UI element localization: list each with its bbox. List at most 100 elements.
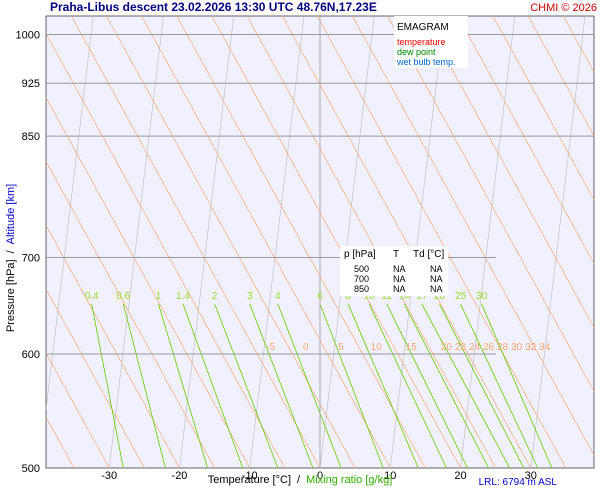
mixing-ratio-line: [319, 303, 384, 469]
legend-item-wet-bulb: wet bulb temp.: [396, 57, 456, 67]
table-cell: NA: [430, 284, 443, 294]
isotherm-line: [319, 15, 375, 469]
y-axis-title: Pressure [hPa] / Altitude [km]: [5, 184, 17, 332]
mixing-ratio-grid: [91, 303, 553, 469]
isotherm-label: -5: [266, 342, 275, 353]
mixing-ratio-label: 6: [317, 291, 323, 302]
mixing-ratio-labels: 0.4 0.6 1 1.4 2 3 4 6 8 10 12 14 17 20 25 30: [85, 291, 488, 302]
legend-item-temperature: temperature: [397, 37, 446, 47]
mixing-ratio-line: [481, 303, 553, 469]
isotherm-label: 20: [441, 342, 453, 353]
y-tick-label: 600: [22, 349, 40, 361]
dry-adiabat-line: [457, 15, 595, 264]
y-tick-labels: 500 600 700 850 925 1000: [16, 29, 40, 475]
isotherm-label: 32: [525, 342, 537, 353]
mixing-ratio-line: [386, 303, 468, 469]
mixing-ratio-label: 25: [455, 291, 467, 302]
isotherm-label: 34: [539, 342, 551, 353]
table-header-dewpoint: Td [°C]: [413, 249, 444, 260]
mixing-ratio-label: 1.4: [176, 291, 190, 302]
dry-adiabat-line: [211, 15, 461, 469]
dry-adiabat-line: [527, 15, 595, 137]
isotherm-label: 28: [497, 342, 509, 353]
copyright-label: CHMI © 2026: [530, 2, 597, 14]
mixing-ratio-line: [460, 303, 539, 469]
isotherm-line: [530, 15, 586, 469]
isotherm-line: [249, 15, 305, 469]
y-tick-label: 1000: [16, 29, 40, 41]
dry-adiabat-line: [141, 15, 391, 469]
dry-adiabat-line: [492, 15, 595, 200]
dry-adiabat-line: [45, 416, 75, 469]
table-cell: NA: [393, 274, 406, 284]
dry-adiabat-line: [45, 97, 251, 469]
legend-item-dew-point: dew point: [397, 47, 436, 57]
y-tick-label: 925: [22, 78, 40, 90]
dry-adiabat-line: [45, 33, 286, 469]
table-cell: NA: [393, 264, 406, 274]
mixing-ratio-label: 30: [476, 291, 488, 302]
mixing-ratio-label: 0.4: [85, 291, 99, 302]
mixing-ratio-label: 12: [381, 291, 393, 302]
table-cell: 700: [354, 274, 369, 284]
mixing-ratio-label: 4: [275, 291, 281, 302]
dry-adiabat-line: [45, 225, 180, 469]
legend: EMAGRAM temperature dew point wet bulb t…: [394, 16, 468, 68]
mixing-ratio-label: 8: [345, 291, 351, 302]
isotherm-label: 10: [371, 342, 383, 353]
dry-adiabat-line: [71, 15, 321, 469]
x-tick-label: 10: [384, 470, 396, 482]
mixing-ratio-line: [249, 303, 314, 469]
isotherm-label: 0: [303, 342, 309, 353]
dry-adiabat-line: [246, 15, 496, 469]
dry-adiabat-line: [562, 15, 595, 73]
isotherm-label: 5: [338, 342, 344, 353]
table-header-pressure: p [hPa]: [344, 249, 376, 260]
mixing-ratio-label: 20: [434, 291, 446, 302]
mixing-ratio-line: [439, 303, 525, 469]
mixing-ratio-line: [277, 303, 342, 469]
mixing-ratio-line: [122, 303, 166, 469]
legend-box: [394, 16, 468, 68]
mixing-ratio-label: 0.6: [116, 291, 130, 302]
dry-adiabat-line: [316, 15, 567, 469]
table-cell: NA: [430, 274, 443, 284]
mixing-ratio-line: [91, 303, 124, 469]
value-table-box: [340, 246, 448, 296]
mixing-ratio-line: [347, 303, 419, 469]
x-tick-label: -30: [101, 470, 117, 482]
isotherm-label: 24: [469, 342, 481, 353]
isotherm-label: 22: [455, 342, 467, 353]
isotherm-line: [389, 15, 445, 469]
isotherm-line: [45, 15, 94, 410]
mixing-ratio-line: [403, 303, 489, 469]
x-tick-label: 0: [317, 470, 323, 482]
mixing-ratio-line: [421, 303, 511, 469]
mixing-ratio-label: 14: [399, 291, 411, 302]
dry-adiabat-line: [352, 15, 595, 456]
x-axis-label: Temperature [°C]: [208, 474, 291, 486]
isotherm-line: [179, 15, 235, 469]
mixing-ratio-label: 1: [156, 291, 162, 302]
mixing-ratio-label: 17: [416, 291, 428, 302]
mixing-ratio-label: 3: [247, 291, 253, 302]
x-tick-label: 20: [454, 470, 466, 482]
dry-adiabat-line: [281, 15, 532, 469]
isotherm-line: [108, 15, 164, 469]
x-axis-label-mixing: Mixing ratio [g/kg]: [306, 474, 392, 486]
y-axis-label-altitude: Altitude [km]: [5, 184, 17, 245]
legend-title: EMAGRAM: [397, 22, 449, 33]
mixing-ratio-line: [214, 303, 279, 469]
x-tick-label: -20: [172, 470, 188, 482]
mixing-ratio-line: [182, 303, 244, 469]
dry-adiabat-line: [45, 352, 110, 469]
isotherm-labels: -5 0 5 10 15 20 22 24 26 28 30 32 34: [266, 342, 550, 353]
mixing-ratio-label: 10: [364, 291, 376, 302]
dry-adiabat-line: [387, 15, 595, 392]
x-axis-title: Temperature [°C] / Mixing ratio [g/kg]: [208, 474, 393, 486]
y-axis-separator: /: [5, 249, 17, 253]
mixing-ratio-line: [368, 303, 447, 469]
x-tick-label: 30: [525, 470, 537, 482]
dry-adiabat-grid: [45, 15, 595, 469]
